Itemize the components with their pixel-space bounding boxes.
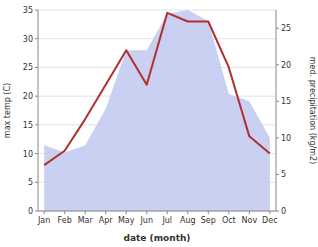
x-tick xyxy=(146,211,147,214)
y2-axis-line xyxy=(276,10,277,211)
y2-tick xyxy=(276,174,279,175)
y-tick xyxy=(35,38,38,39)
y2-tick xyxy=(276,211,279,212)
y-tick xyxy=(35,10,38,11)
x-tick-label: Oct xyxy=(222,216,236,225)
y-tick-label: 35 xyxy=(23,6,33,15)
y-tick-label: 30 xyxy=(23,35,33,44)
y2-tick xyxy=(276,28,279,29)
plot-area xyxy=(44,10,270,211)
y-tick xyxy=(35,211,38,212)
x-tick-label: Nov xyxy=(242,216,258,225)
y-tick xyxy=(35,67,38,68)
y-tick xyxy=(35,182,38,183)
grid-line xyxy=(38,211,276,212)
x-tick-label: Jan xyxy=(37,216,50,225)
x-tick xyxy=(269,211,270,214)
x-tick-label: Mar xyxy=(78,216,94,225)
x-tick-label: Aug xyxy=(180,216,196,225)
y2-tick xyxy=(276,101,279,102)
x-tick-label: Jun xyxy=(139,216,153,225)
y2-tick-label: 25 xyxy=(281,24,291,33)
grid-line xyxy=(38,10,276,11)
y-tick xyxy=(35,153,38,154)
y2-tick-label: 20 xyxy=(281,61,291,70)
y2-tick-label: 0 xyxy=(281,207,286,216)
y2-tick-label: 10 xyxy=(281,134,291,143)
x-tick xyxy=(64,211,65,214)
x-tick xyxy=(85,211,86,214)
x-axis-label: date (month) xyxy=(124,233,191,243)
x-tick-label: Sep xyxy=(201,216,216,225)
y-tick-label: 0 xyxy=(28,207,33,216)
x-tick xyxy=(105,211,106,214)
temp-line xyxy=(44,13,270,165)
y2-tick-label: 15 xyxy=(281,97,291,106)
x-tick xyxy=(249,211,250,214)
y-tick-label: 5 xyxy=(28,178,33,187)
x-tick xyxy=(126,211,127,214)
y-tick-label: 25 xyxy=(23,63,33,72)
y-tick-label: 20 xyxy=(23,92,33,101)
y-axis-label: max temp (C) xyxy=(3,83,12,138)
x-tick-label: Dec xyxy=(262,216,277,225)
y-tick-label: 10 xyxy=(23,150,33,159)
x-tick-label: May xyxy=(118,216,135,225)
x-tick xyxy=(228,211,229,214)
x-tick-label: Feb xyxy=(58,216,72,225)
y-tick xyxy=(35,96,38,97)
x-tick xyxy=(187,211,188,214)
y-tick-label: 15 xyxy=(23,121,33,130)
y2-tick xyxy=(276,64,279,65)
x-tick xyxy=(167,211,168,214)
x-tick-label: Jul xyxy=(161,216,172,225)
grid xyxy=(38,10,276,211)
x-tick xyxy=(44,211,45,214)
x-axis-line xyxy=(38,211,276,212)
axes: Jan Feb Mar Apr May Jun Jul Aug Sep Oct Nov Dec 0 5 10… xyxy=(23,6,291,225)
chart: Jan Feb Mar Apr May Jun Jul Aug Sep Oct Nov Dec 0 5 10… xyxy=(0,0,318,247)
x-tick xyxy=(208,211,209,214)
precip-area xyxy=(44,10,270,211)
y2-axis-label: med. precipitation (kg/m2) xyxy=(308,57,317,164)
y-tick xyxy=(35,124,38,125)
y2-tick xyxy=(276,137,279,138)
y2-tick-label: 5 xyxy=(281,170,286,179)
y-axis-line xyxy=(38,10,39,211)
x-tick-label: Apr xyxy=(99,216,114,225)
chart-container: Jan Feb Mar Apr May Jun Jul Aug Sep Oct Nov Dec 0 5 10… xyxy=(0,0,318,247)
